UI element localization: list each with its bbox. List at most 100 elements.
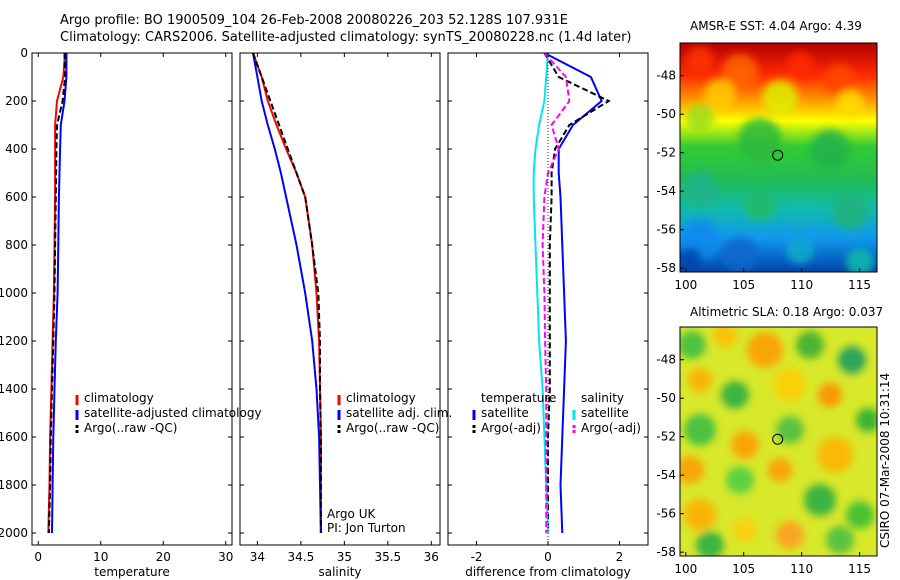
y-tick-label: 600: [5, 190, 28, 204]
annotation-pi: PI: Jon Turton: [327, 521, 406, 535]
sst-texture: [680, 46, 874, 272]
sla-patch: [731, 431, 759, 459]
sla-patch: [721, 381, 749, 409]
series-line-0-2: [47, 52, 67, 534]
sla-map-title: Altimetric SLA: 0.18 Argo: 0.037: [690, 305, 884, 319]
sla-patch: [838, 346, 866, 374]
map-x-tick-label: 110: [790, 562, 813, 576]
sst-patch: [824, 64, 856, 96]
sst-patch: [836, 90, 864, 118]
map-y-tick-label: -52: [656, 430, 676, 444]
sla-patch: [856, 408, 877, 432]
x-tick-label: 35.5: [374, 550, 401, 564]
sst-patch: [762, 80, 798, 116]
legend-salinity-heading: salinity: [581, 391, 624, 405]
sla-patch: [804, 484, 836, 516]
series-line-0-1: [51, 53, 68, 534]
legend-climatology: climatology: [346, 391, 416, 405]
legend-satellite-adj: satellite adj. clim.: [346, 406, 452, 420]
legend-temperature-heading: temperature: [481, 391, 556, 405]
sla-patch: [768, 458, 792, 482]
x-tick-label: 20: [156, 550, 171, 564]
map-x-tick-label: 100: [674, 562, 697, 576]
map-y-tick-label: -48: [656, 353, 676, 367]
y-tick-label: 2000: [0, 526, 28, 540]
sst-patch: [704, 79, 736, 111]
y-tick-label: 1200: [0, 334, 28, 348]
map-y-tick-label: -54: [656, 184, 676, 198]
series-line-2-1: [543, 52, 611, 533]
panel-frame-0: [31, 52, 233, 546]
sla-patch: [680, 331, 706, 359]
y-tick-label: 200: [5, 94, 28, 108]
sla-patch: [776, 416, 804, 444]
sst-patch: [832, 194, 868, 230]
sla-patch: [726, 466, 754, 494]
annotation-argo-uk: Argo UK: [327, 507, 376, 521]
sst-patch: [686, 46, 714, 74]
sla-patch: [826, 526, 854, 554]
x-axis-label: salinity: [318, 565, 361, 579]
x-tick-label: 30: [218, 550, 233, 564]
sst-patch: [738, 118, 782, 162]
series-line-2-3: [541, 52, 571, 533]
legend-satellite-adjusted: satellite-adjusted climatology: [84, 406, 262, 420]
sla-patch: [713, 327, 737, 347]
sla-patch: [684, 414, 716, 446]
sst-patch: [680, 248, 702, 272]
map-x-tick-label: 110: [790, 278, 813, 292]
x-axis-label: difference from climatology: [465, 565, 631, 579]
y-tick-label: 0: [20, 46, 28, 60]
map-y-tick-label: -56: [656, 507, 676, 521]
map-frame-1: [679, 326, 878, 557]
legend-sal-argo: Argo(-adj): [581, 421, 641, 435]
sla-patch: [817, 437, 853, 473]
series-line-2-2: [532, 52, 549, 534]
sla-patch: [747, 332, 783, 368]
sla-texture: [680, 327, 877, 556]
legend-temp-argo: Argo(-adj): [481, 421, 541, 435]
sla-patch: [680, 456, 704, 484]
x-tick-label: 34: [250, 550, 265, 564]
x-tick-label: 2: [616, 550, 624, 564]
map-y-tick-label: -56: [656, 223, 676, 237]
series-line-2-0: [543, 52, 603, 534]
map-y-tick-label: -54: [656, 468, 676, 482]
figure-title-line1: Argo profile: BO 1900509_104 26-Feb-2008…: [60, 13, 568, 28]
map-x-tick-label: 115: [848, 562, 871, 576]
figure-title-line2: Climatology: CARS2006. Satellite-adjuste…: [60, 30, 632, 45]
series-line-1-1: [252, 52, 322, 534]
sla-patch: [696, 531, 724, 556]
sst-patch: [722, 237, 758, 272]
x-tick-label: 0: [34, 550, 42, 564]
sst-patch: [786, 52, 814, 80]
sla-patch: [684, 499, 716, 531]
sst-field: [680, 43, 877, 272]
map-y-tick-label: -50: [656, 391, 676, 405]
legend-climatology: climatology: [84, 391, 154, 405]
x-tick-label: 10: [93, 550, 108, 564]
sst-patch: [682, 172, 718, 208]
sla-patch: [688, 368, 712, 392]
y-tick-label: 1400: [0, 382, 28, 396]
y-tick-label: 1800: [0, 478, 28, 492]
map-x-tick-label: 105: [732, 562, 755, 576]
sst-patch: [744, 189, 776, 221]
series-line-1-2: [252, 52, 322, 533]
series-line-1-0: [252, 52, 322, 533]
map-x-tick-label: 100: [674, 278, 697, 292]
map-y-tick-label: -50: [656, 107, 676, 121]
legend-argo: Argo(..raw -QC): [84, 421, 177, 435]
x-tick-label: -2: [471, 550, 483, 564]
x-tick-label: 35: [337, 550, 352, 564]
x-tick-label: 0: [544, 550, 552, 564]
y-tick-label: 800: [5, 238, 28, 252]
sst-patch: [786, 236, 814, 264]
sst-patch: [846, 248, 874, 272]
map-y-tick-label: -52: [656, 146, 676, 160]
sla-patch: [776, 521, 804, 549]
map-y-tick-label: -58: [656, 261, 676, 275]
legend-sal-satellite: satellite: [581, 406, 629, 420]
sst-patch: [810, 130, 850, 170]
